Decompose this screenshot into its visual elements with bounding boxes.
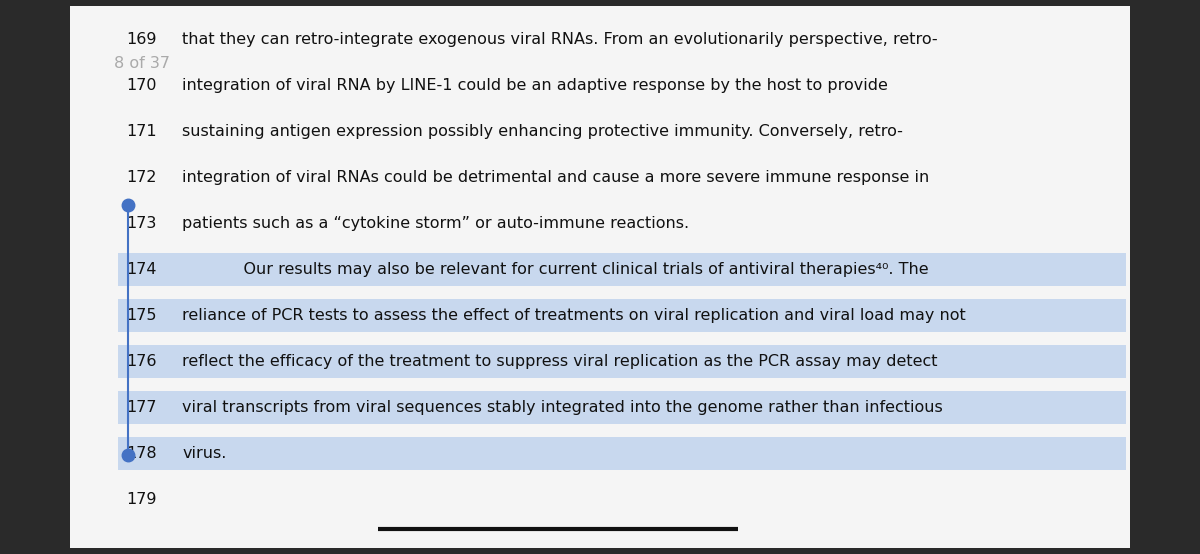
Bar bbox=[118, 391, 1126, 424]
Bar bbox=[118, 253, 1126, 286]
Text: reliance of PCR tests to assess the effect of treatments on viral replication an: reliance of PCR tests to assess the effe… bbox=[182, 308, 966, 324]
Text: patients such as a “cytokine storm” or auto-immune reactions.: patients such as a “cytokine storm” or a… bbox=[182, 216, 690, 232]
Text: viral transcripts from viral sequences stably integrated into the genome rather : viral transcripts from viral sequences s… bbox=[182, 400, 943, 416]
Text: 174: 174 bbox=[126, 262, 157, 278]
Text: sustaining antigen expression possibly enhancing protective immunity. Conversely: sustaining antigen expression possibly e… bbox=[182, 124, 904, 140]
Text: 171: 171 bbox=[126, 124, 157, 140]
Text: virus.: virus. bbox=[182, 446, 227, 461]
Text: integration of viral RNAs could be detrimental and cause a more severe immune re: integration of viral RNAs could be detri… bbox=[182, 170, 930, 186]
Text: 176: 176 bbox=[126, 354, 157, 370]
Text: 178: 178 bbox=[126, 446, 157, 461]
Text: 8 of 37: 8 of 37 bbox=[114, 55, 169, 71]
Bar bbox=[70, 6, 1130, 548]
Text: 170: 170 bbox=[126, 78, 157, 94]
Text: that they can retro-integrate exogenous viral RNAs. From an evolutionarily persp: that they can retro-integrate exogenous … bbox=[182, 32, 938, 48]
Bar bbox=[118, 437, 1126, 470]
Text: 179: 179 bbox=[126, 492, 157, 507]
Text: 175: 175 bbox=[126, 308, 157, 324]
Text: 172: 172 bbox=[126, 170, 157, 186]
Text: reflect the efficacy of the treatment to suppress viral replication as the PCR a: reflect the efficacy of the treatment to… bbox=[182, 354, 938, 370]
Text: integration of viral RNA by LINE-1 could be an adaptive response by the host to : integration of viral RNA by LINE-1 could… bbox=[182, 78, 888, 94]
Text: 177: 177 bbox=[126, 400, 157, 416]
Text: 169: 169 bbox=[126, 32, 157, 48]
Text: 173: 173 bbox=[126, 216, 157, 232]
Bar bbox=[118, 299, 1126, 332]
Bar bbox=[118, 345, 1126, 378]
Text: Our results may also be relevant for current clinical trials of antiviral therap: Our results may also be relevant for cur… bbox=[182, 262, 929, 278]
